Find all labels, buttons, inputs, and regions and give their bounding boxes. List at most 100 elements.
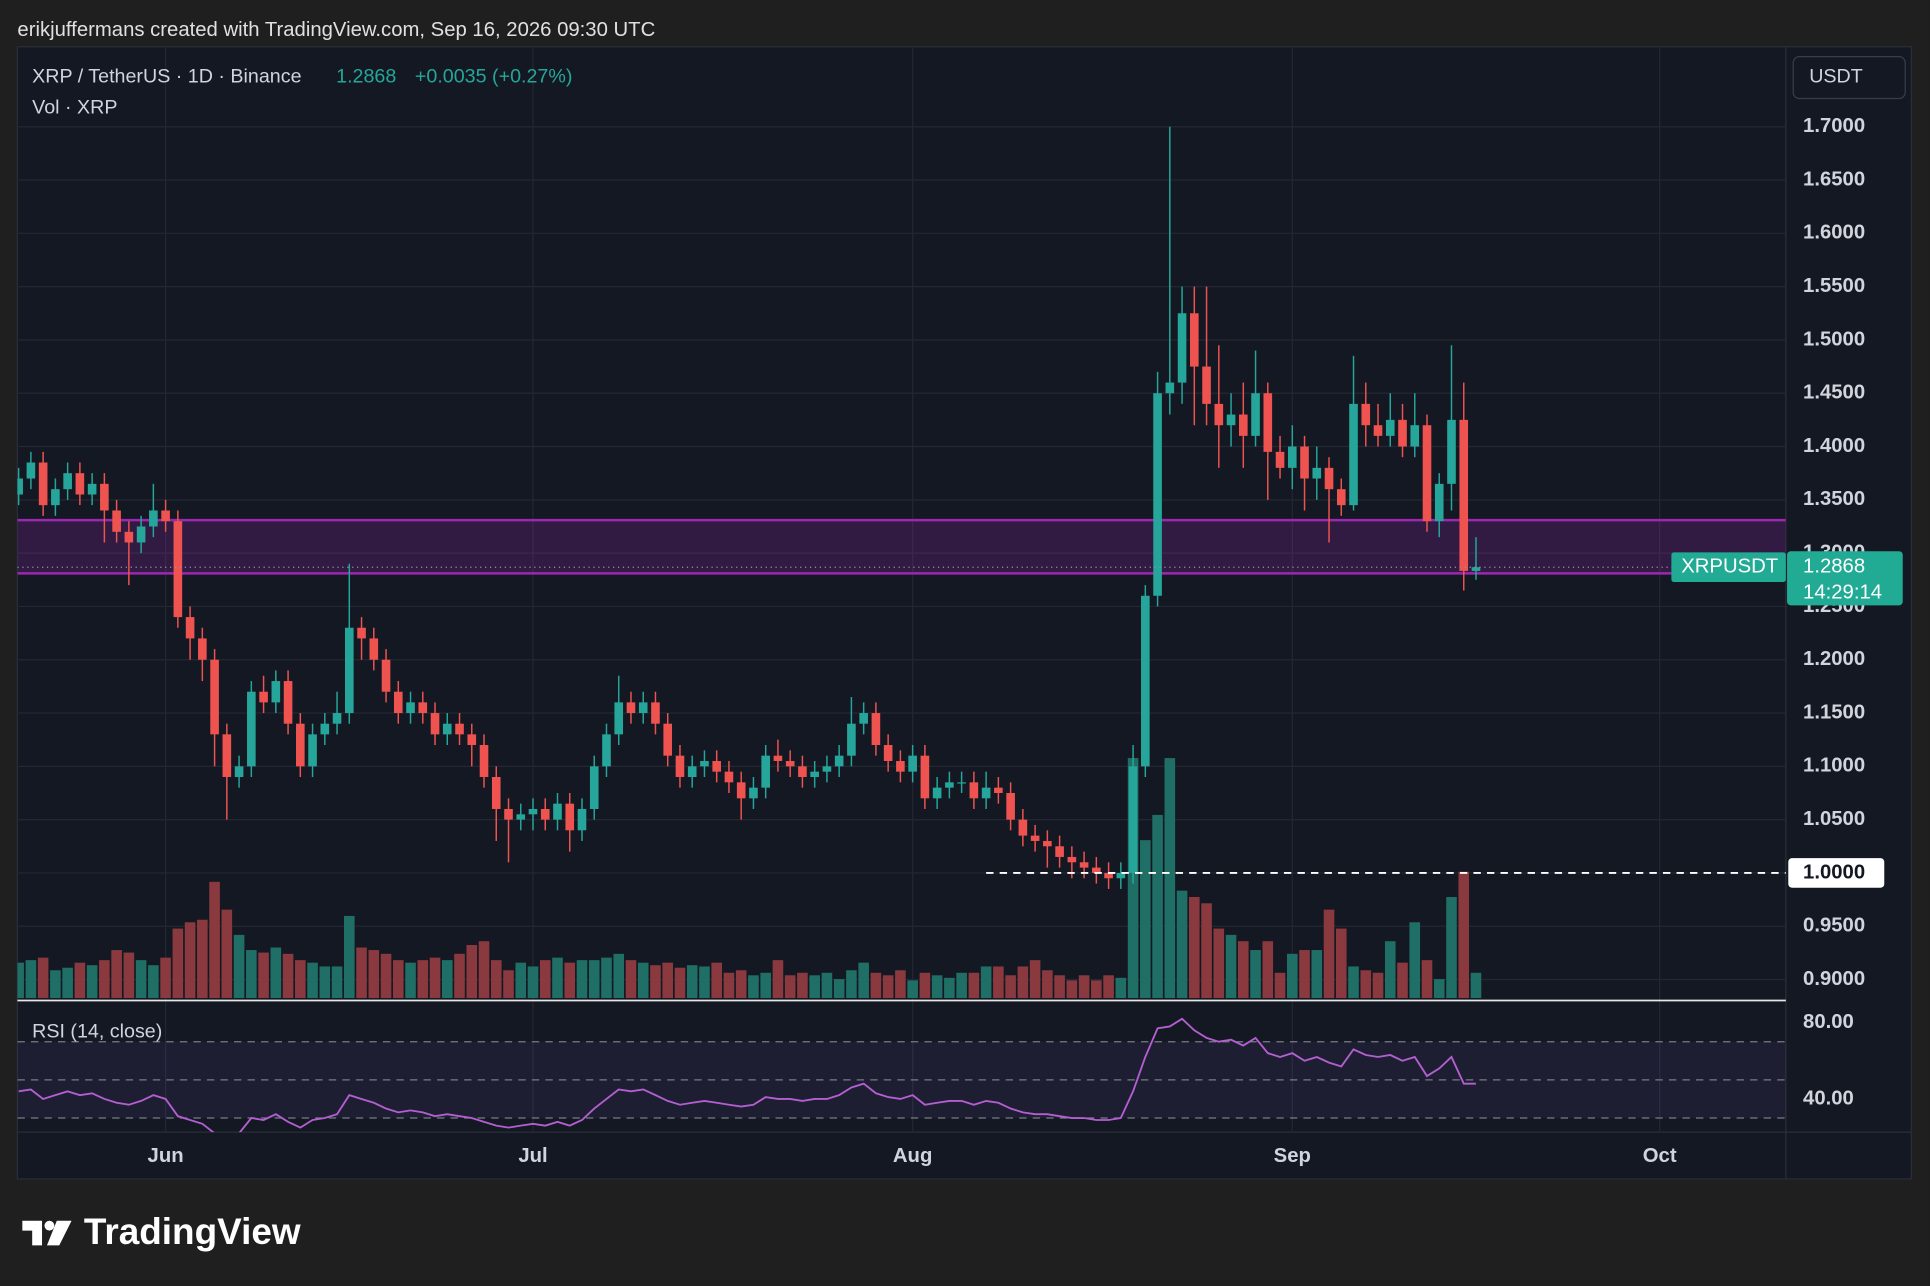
candle-body [736, 782, 746, 799]
y-tick-label: 1.6000 [1803, 222, 1865, 244]
volume-bar [564, 962, 576, 999]
volume-bar [784, 975, 796, 999]
volume-bar [1323, 909, 1335, 999]
candle-body [1287, 446, 1297, 468]
candle-body [1275, 451, 1285, 468]
volume-bar [650, 965, 661, 999]
candle-body [1141, 595, 1150, 767]
candle-body [675, 755, 685, 777]
x-tick-label: Oct [1643, 1145, 1677, 1167]
candle-body [26, 462, 36, 479]
candle-body [332, 713, 342, 724]
candle-body [406, 702, 415, 714]
candle-body [1055, 846, 1064, 857]
currency-button[interactable] [1792, 55, 1906, 100]
y-tick-label: 1.5500 [1803, 275, 1865, 297]
candle-body [124, 531, 134, 543]
volume-bar [1458, 871, 1470, 999]
candle-body [198, 638, 207, 660]
attribution: erikjuffermans created with TradingView.… [17, 19, 655, 41]
volume-bar [662, 962, 674, 999]
volume-bar [478, 941, 490, 999]
candle-body [896, 761, 905, 772]
y-tick-label: 1.5000 [1803, 328, 1865, 350]
volume-bar [956, 972, 967, 999]
candle-body [577, 808, 587, 831]
candle-body [1324, 467, 1334, 490]
candle-body [712, 761, 722, 772]
candle-body [994, 787, 1003, 793]
volume-bar [282, 953, 294, 999]
candle-body [149, 510, 158, 527]
volume-label: Vol · XRP [32, 96, 117, 118]
candle-body [357, 627, 366, 639]
candle-body [834, 755, 844, 767]
candle-body [565, 803, 575, 831]
volume-bar [1262, 941, 1274, 999]
volume-bar [539, 960, 551, 999]
volume-bar [417, 960, 429, 999]
volume-bar [466, 944, 478, 999]
candle-body [589, 766, 599, 809]
volume-bar [760, 972, 771, 999]
candle-body [17, 478, 23, 495]
volume-bar [1005, 975, 1016, 999]
volume-bar [1470, 972, 1482, 999]
volume-bar [503, 970, 514, 999]
candle-body [418, 702, 428, 714]
y-tick-label: 1.0500 [1803, 808, 1865, 830]
volume-bar [1238, 941, 1249, 999]
candle-body [259, 691, 268, 703]
candle-body [700, 761, 709, 767]
candle-body [222, 734, 232, 777]
candle-body [1006, 792, 1015, 820]
candle-body [687, 766, 697, 777]
candle-body [75, 473, 85, 495]
logo-text: TradingView [84, 1211, 301, 1252]
volume-bar [1372, 972, 1384, 999]
candle-body [761, 755, 770, 788]
volume-bar [490, 960, 502, 999]
candle-body [1410, 425, 1420, 447]
candle-body [1190, 313, 1199, 367]
volume-bar [735, 970, 747, 999]
candle-body [1349, 403, 1358, 506]
candle-body [1471, 567, 1481, 571]
volume-bar [1152, 814, 1163, 999]
volume-bar [1225, 934, 1237, 999]
volume-bar [25, 960, 37, 999]
candle-body [51, 489, 60, 506]
candle-body [320, 723, 330, 735]
volume-bar [699, 966, 710, 999]
candle-body [1177, 313, 1187, 383]
volume-bar [368, 950, 380, 999]
volume-bar [576, 960, 588, 999]
y-tick-label: 1.6500 [1803, 168, 1865, 190]
volume-bar [1029, 960, 1041, 999]
volume-bar [74, 962, 86, 999]
volume-bar [307, 962, 318, 999]
candle-body [1434, 483, 1444, 522]
candle-body [614, 702, 624, 735]
volume-bar [980, 966, 992, 999]
volume-bar [1164, 758, 1176, 999]
volume-bar [1446, 896, 1457, 999]
currency[interactable]: USDT [1809, 66, 1863, 88]
candle-body [1030, 835, 1040, 841]
candle-body [185, 617, 195, 639]
volume-bar [1360, 970, 1372, 999]
candle-body [1116, 872, 1126, 879]
ticker-box [1671, 552, 1786, 582]
y-tick-label: 1.4000 [1803, 435, 1865, 457]
rsi-line [18, 1017, 1476, 1133]
candle-body [247, 691, 256, 767]
rsi-title: RSI (14, close) [32, 1021, 162, 1043]
volume-bar [1078, 975, 1090, 999]
candle-body [87, 483, 97, 495]
candle-body [981, 787, 991, 799]
candle-body [1263, 393, 1273, 452]
volume-bar [833, 979, 845, 999]
volume-bar [1103, 975, 1114, 999]
candle-body [638, 702, 648, 714]
y-tick-label: 1.2000 [1803, 648, 1865, 670]
